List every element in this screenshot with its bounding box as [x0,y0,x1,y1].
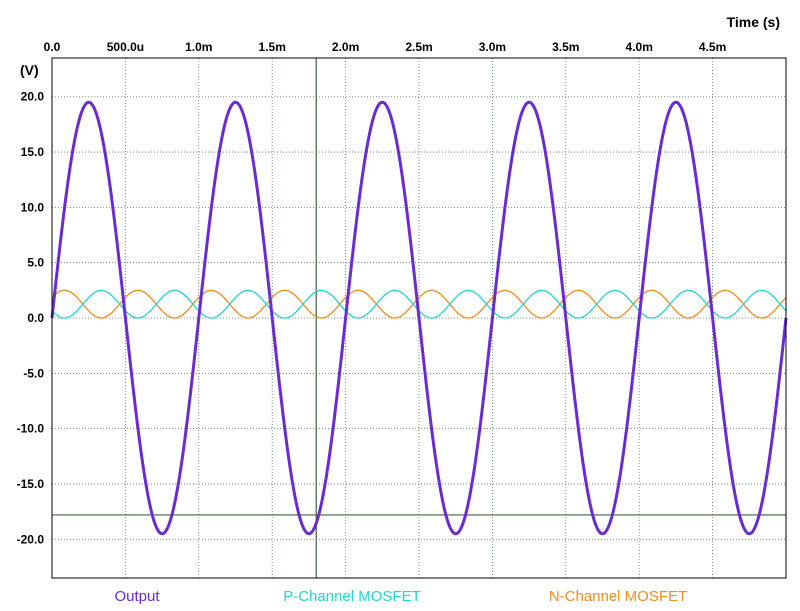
y-tick-label: 0.0 [27,311,44,325]
x-tick-label: 3.0m [479,40,506,54]
x-tick-label: 2.0m [332,40,359,54]
x-tick-label: 1.0m [185,40,212,54]
legend-label-n-channel-mosfet: N-Channel MOSFET [549,588,687,605]
x-axis-title: Time (s) [727,14,780,30]
x-tick-label: 500.0u [107,40,144,54]
cursor-lines [52,58,786,578]
y-axis-ticks: 20.0 15.0 10.0 5.0 0.0 -5.0 -10.0 -15.0 -20.0 [17,90,45,547]
y-tick-label: 20.0 [21,90,45,104]
y-tick-label: -20.0 [17,532,45,546]
y-tick-label: -10.0 [17,422,45,436]
plot-frame [51,57,787,579]
series-lines [50,100,788,536]
y-tick-label: -15.0 [17,477,45,491]
y-tick-label: -5.0 [23,366,44,380]
plot-area-border [51,57,787,579]
y-tick-label: 5.0 [27,256,44,270]
x-tick-label: 4.5m [699,40,726,54]
y-tick-label: 10.0 [21,200,45,214]
x-tick-label: 2.5m [405,40,432,54]
series-line-output [50,100,788,536]
y-tick-label: 15.0 [21,145,45,159]
legend-label-output: Output [114,588,160,605]
x-tick-label: 1.5m [259,40,286,54]
x-tick-label: 3.5m [552,40,579,54]
series-line-n-channel-mosfet [51,289,787,319]
x-axis-ticks: 0.0 500.0u 1.0m 1.5m 2.0m 2.5m 3.0m 3.5m 4.0m 4.5… [44,40,727,54]
x-tick-label: 0.0 [44,40,61,54]
legend: Output P-Channel MOSFET N-Channel MOSFET [114,588,687,605]
x-tick-label: 4.0m [626,40,653,54]
legend-label-p-channel-mosfet: P-Channel MOSFET [283,588,421,605]
y-axis-title: (V) [20,62,39,78]
